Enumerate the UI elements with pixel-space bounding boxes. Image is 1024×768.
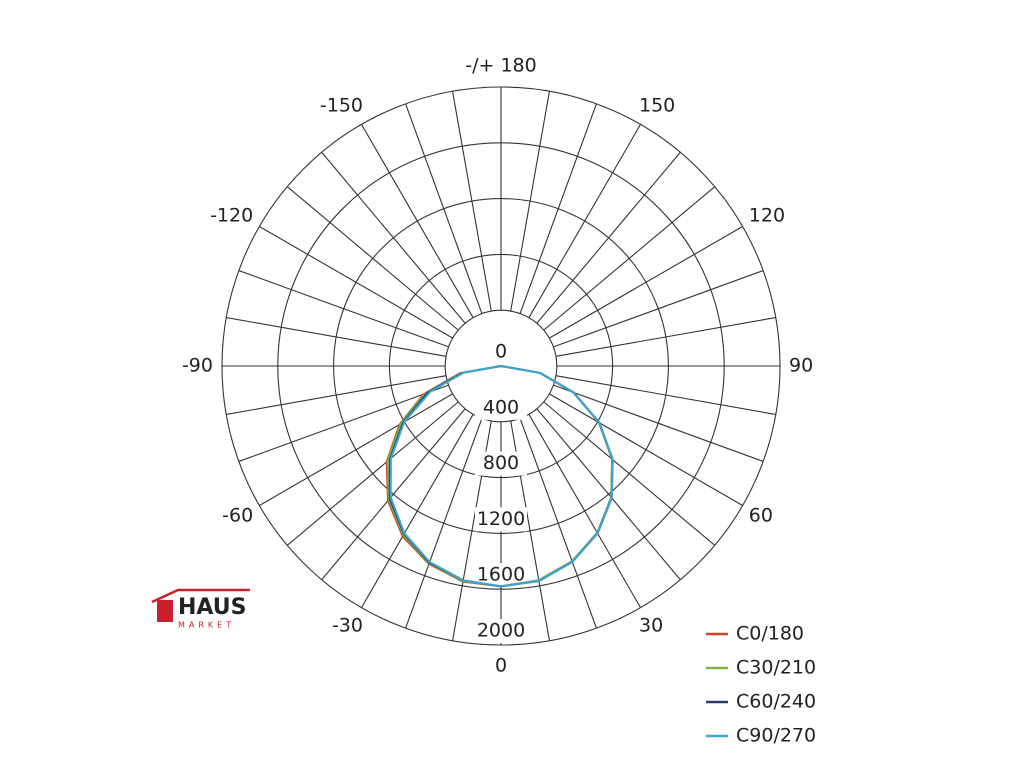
grid-line [549,226,743,339]
minor-grid-line [519,103,597,314]
minor-grid-line [536,408,681,581]
r-tick-label: 1200 [477,508,525,530]
grid-line [549,393,743,506]
angle-label: -90 [182,355,213,377]
legend-label: C90/270 [736,725,816,747]
r-tick-label: 2000 [477,620,525,642]
minor-grid-line [405,103,483,314]
minor-grid-line [519,418,597,629]
logo-roof [151,588,250,604]
label-bg [475,619,527,643]
minor-grid-line [286,401,459,546]
logo: HAUS MARKET [151,588,250,630]
r-tick-label: 1600 [477,564,525,586]
minor-grid-line [238,384,449,462]
angle-label: -30 [332,614,363,636]
minor-grid-line [286,186,459,331]
minor-grid-line [321,408,466,581]
logo-tagline: MARKET [178,621,235,630]
grid-line [259,393,453,506]
minor-grid-line [226,375,447,415]
r-tick-label: 400 [483,396,519,418]
angle-label: 60 [749,505,773,527]
minor-grid-line [405,418,483,629]
angle-label: 30 [639,614,663,636]
r-tick-label: 800 [483,452,519,474]
angle-label: -120 [210,205,253,227]
grid-line [361,414,474,608]
legend-label: C30/210 [736,657,816,679]
angle-label: -60 [222,505,253,527]
minor-grid-line [543,186,716,331]
angle-label: -150 [320,95,363,117]
label-bg [475,340,527,364]
minor-grid-line [510,91,550,312]
label-bg [475,507,527,532]
label-bg [475,395,527,420]
angle-label: 120 [749,205,785,227]
logo-name: HAUS [178,595,246,620]
minor-grid-line [452,91,492,312]
minor-grid-line [543,401,716,546]
r-tick-label: 0 [495,341,507,363]
minor-grid-line [555,375,776,415]
angle-label: 0 [495,655,507,677]
legend-label: C0/180 [736,623,804,645]
grid-line [528,414,641,608]
curve [389,365,614,588]
minor-grid-line [555,317,776,357]
angle-label: -/+ 180 [465,55,536,77]
angle-label: 90 [789,355,813,377]
minor-grid-line [321,151,466,324]
grid-line [528,124,641,318]
minor-grid-line [536,151,681,324]
minor-grid-line [553,384,764,462]
legend-label: C60/240 [736,691,816,713]
logo-icon [157,600,173,622]
minor-grid-line [553,270,764,348]
grid-line [361,124,474,318]
grid-line [259,226,453,339]
minor-grid-line [226,317,447,357]
minor-grid-line [238,270,449,348]
label-bg [475,451,527,476]
angle-label: 150 [639,95,675,117]
